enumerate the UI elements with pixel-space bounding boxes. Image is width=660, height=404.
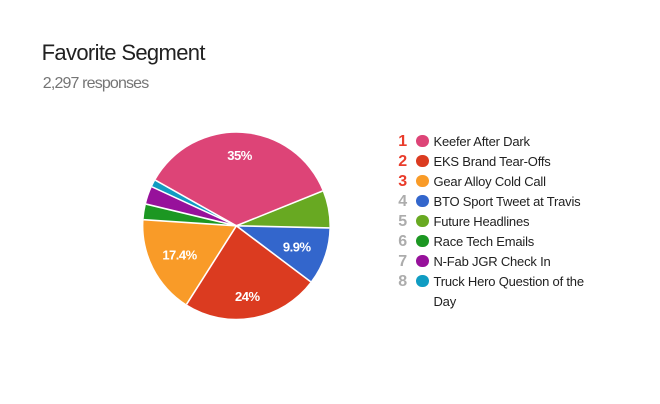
svg-text:24%: 24%	[235, 289, 260, 304]
svg-text:35%: 35%	[227, 148, 252, 163]
svg-text:17.4%: 17.4%	[162, 248, 197, 263]
svg-text:9.9%: 9.9%	[283, 240, 312, 255]
